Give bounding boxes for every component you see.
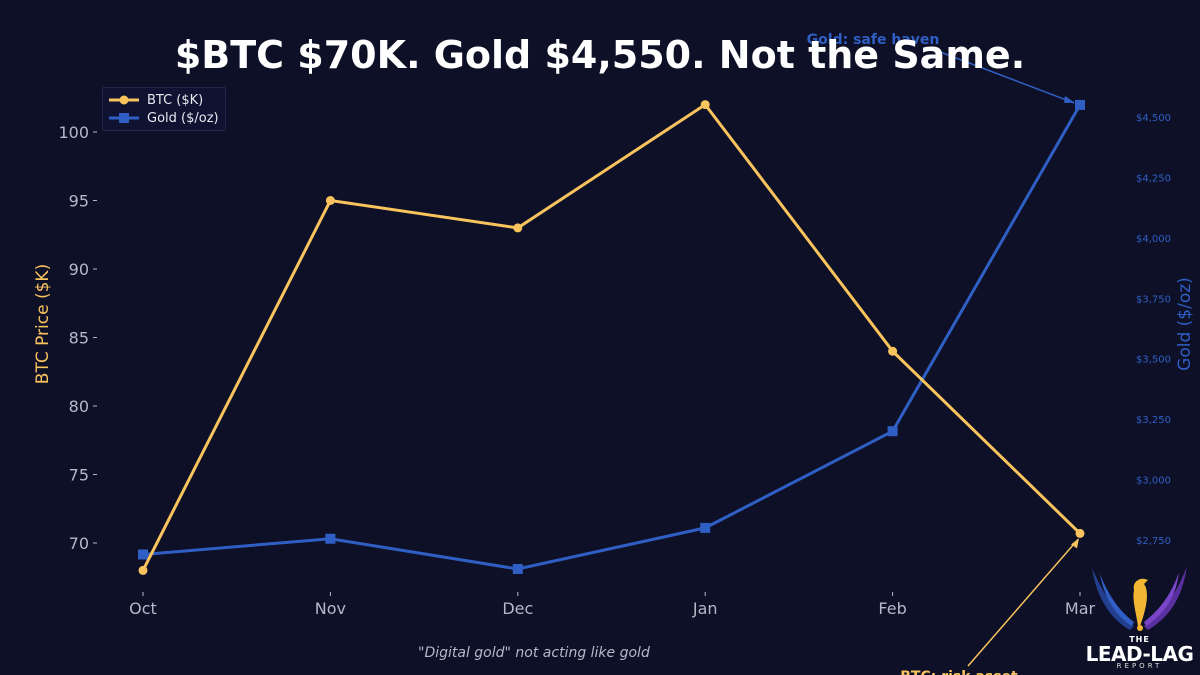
y-tick-label: 80 (69, 397, 89, 416)
gold-data-point (887, 426, 898, 437)
phoenix-icon (1092, 566, 1187, 631)
footer-note: "Digital gold" not acting like gold (418, 645, 650, 661)
lead-lag-logo: THE LEAD-LAG REPORT (1082, 560, 1197, 672)
chart-title: $BTC $70K. Gold $4,550. Not the Same. (174, 33, 1026, 77)
gold-series (138, 99, 1085, 574)
square-marker-icon (109, 113, 139, 123)
right-y-axis: $2,750 $3,000 $3,250 $3,500 $3,750 $4,000 $4,2… (1136, 113, 1171, 547)
x-tick-label: Mar (1065, 599, 1096, 618)
x-axis: Oct Nov Dec Jan Feb Mar (129, 592, 1096, 618)
y-right-tick-label: $3,250 (1136, 415, 1171, 426)
legend: BTC ($K) Gold ($/oz) (102, 87, 226, 131)
y-tick-label: 85 (69, 329, 89, 348)
annotation-gold: Gold: safe haven (807, 32, 940, 48)
legend-item-btc: BTC ($K) (109, 91, 203, 109)
left-y-axis: 70 75 80 85 90 95 100 (58, 123, 97, 553)
legend-label-btc: BTC ($K) (147, 92, 204, 108)
btc-series (138, 100, 1085, 575)
y-tick-label: 90 (69, 260, 89, 279)
y-right-tick-label: $2,750 (1136, 536, 1171, 547)
y-right-tick-label: $4,250 (1136, 173, 1171, 184)
y-right-tick-label: $3,500 (1136, 355, 1171, 366)
btc-data-point (888, 346, 898, 356)
btc-data-point (138, 565, 148, 575)
btc-data-point (513, 223, 523, 233)
x-tick-label: Jan (692, 599, 718, 618)
x-tick-label: Dec (502, 599, 533, 618)
y-tick-label: 100 (58, 123, 89, 142)
gold-data-point (512, 563, 523, 574)
legend-label-gold: Gold ($/oz) (147, 110, 219, 126)
y-tick-label: 75 (69, 466, 89, 485)
y-right-tick-label: $3,750 (1136, 294, 1171, 305)
left-axis-label: BTC Price ($K) (33, 264, 53, 384)
x-tick-label: Oct (129, 599, 157, 618)
btc-data-point (1075, 528, 1085, 538)
x-tick-label: Feb (878, 599, 906, 618)
legend-item-gold: Gold ($/oz) (109, 109, 219, 127)
circle-marker-icon (109, 95, 139, 105)
logo-main: LEAD-LAG (1085, 642, 1194, 666)
y-right-tick-label: $4,000 (1136, 234, 1171, 245)
y-tick-label: 70 (69, 534, 89, 553)
right-axis-label: Gold ($/oz) (1175, 277, 1195, 371)
gold-data-point (700, 522, 711, 533)
gold-data-point (138, 549, 148, 560)
btc-data-point (325, 196, 335, 205)
annotation-btc: BTC: risk asset (900, 669, 1018, 675)
gold-data-point (1075, 99, 1085, 110)
y-right-tick-label: $3,000 (1136, 476, 1171, 487)
gold-data-point (325, 533, 336, 544)
btc-data-point (700, 100, 710, 110)
logo-the: THE (1129, 635, 1150, 644)
x-tick-label: Nov (315, 599, 346, 618)
y-right-tick-label: $4,500 (1136, 113, 1171, 124)
logo-report: REPORT (1116, 662, 1163, 670)
y-tick-label: 95 (69, 192, 89, 211)
annotations: Gold: safe haven BTC: risk asset (807, 32, 1079, 675)
